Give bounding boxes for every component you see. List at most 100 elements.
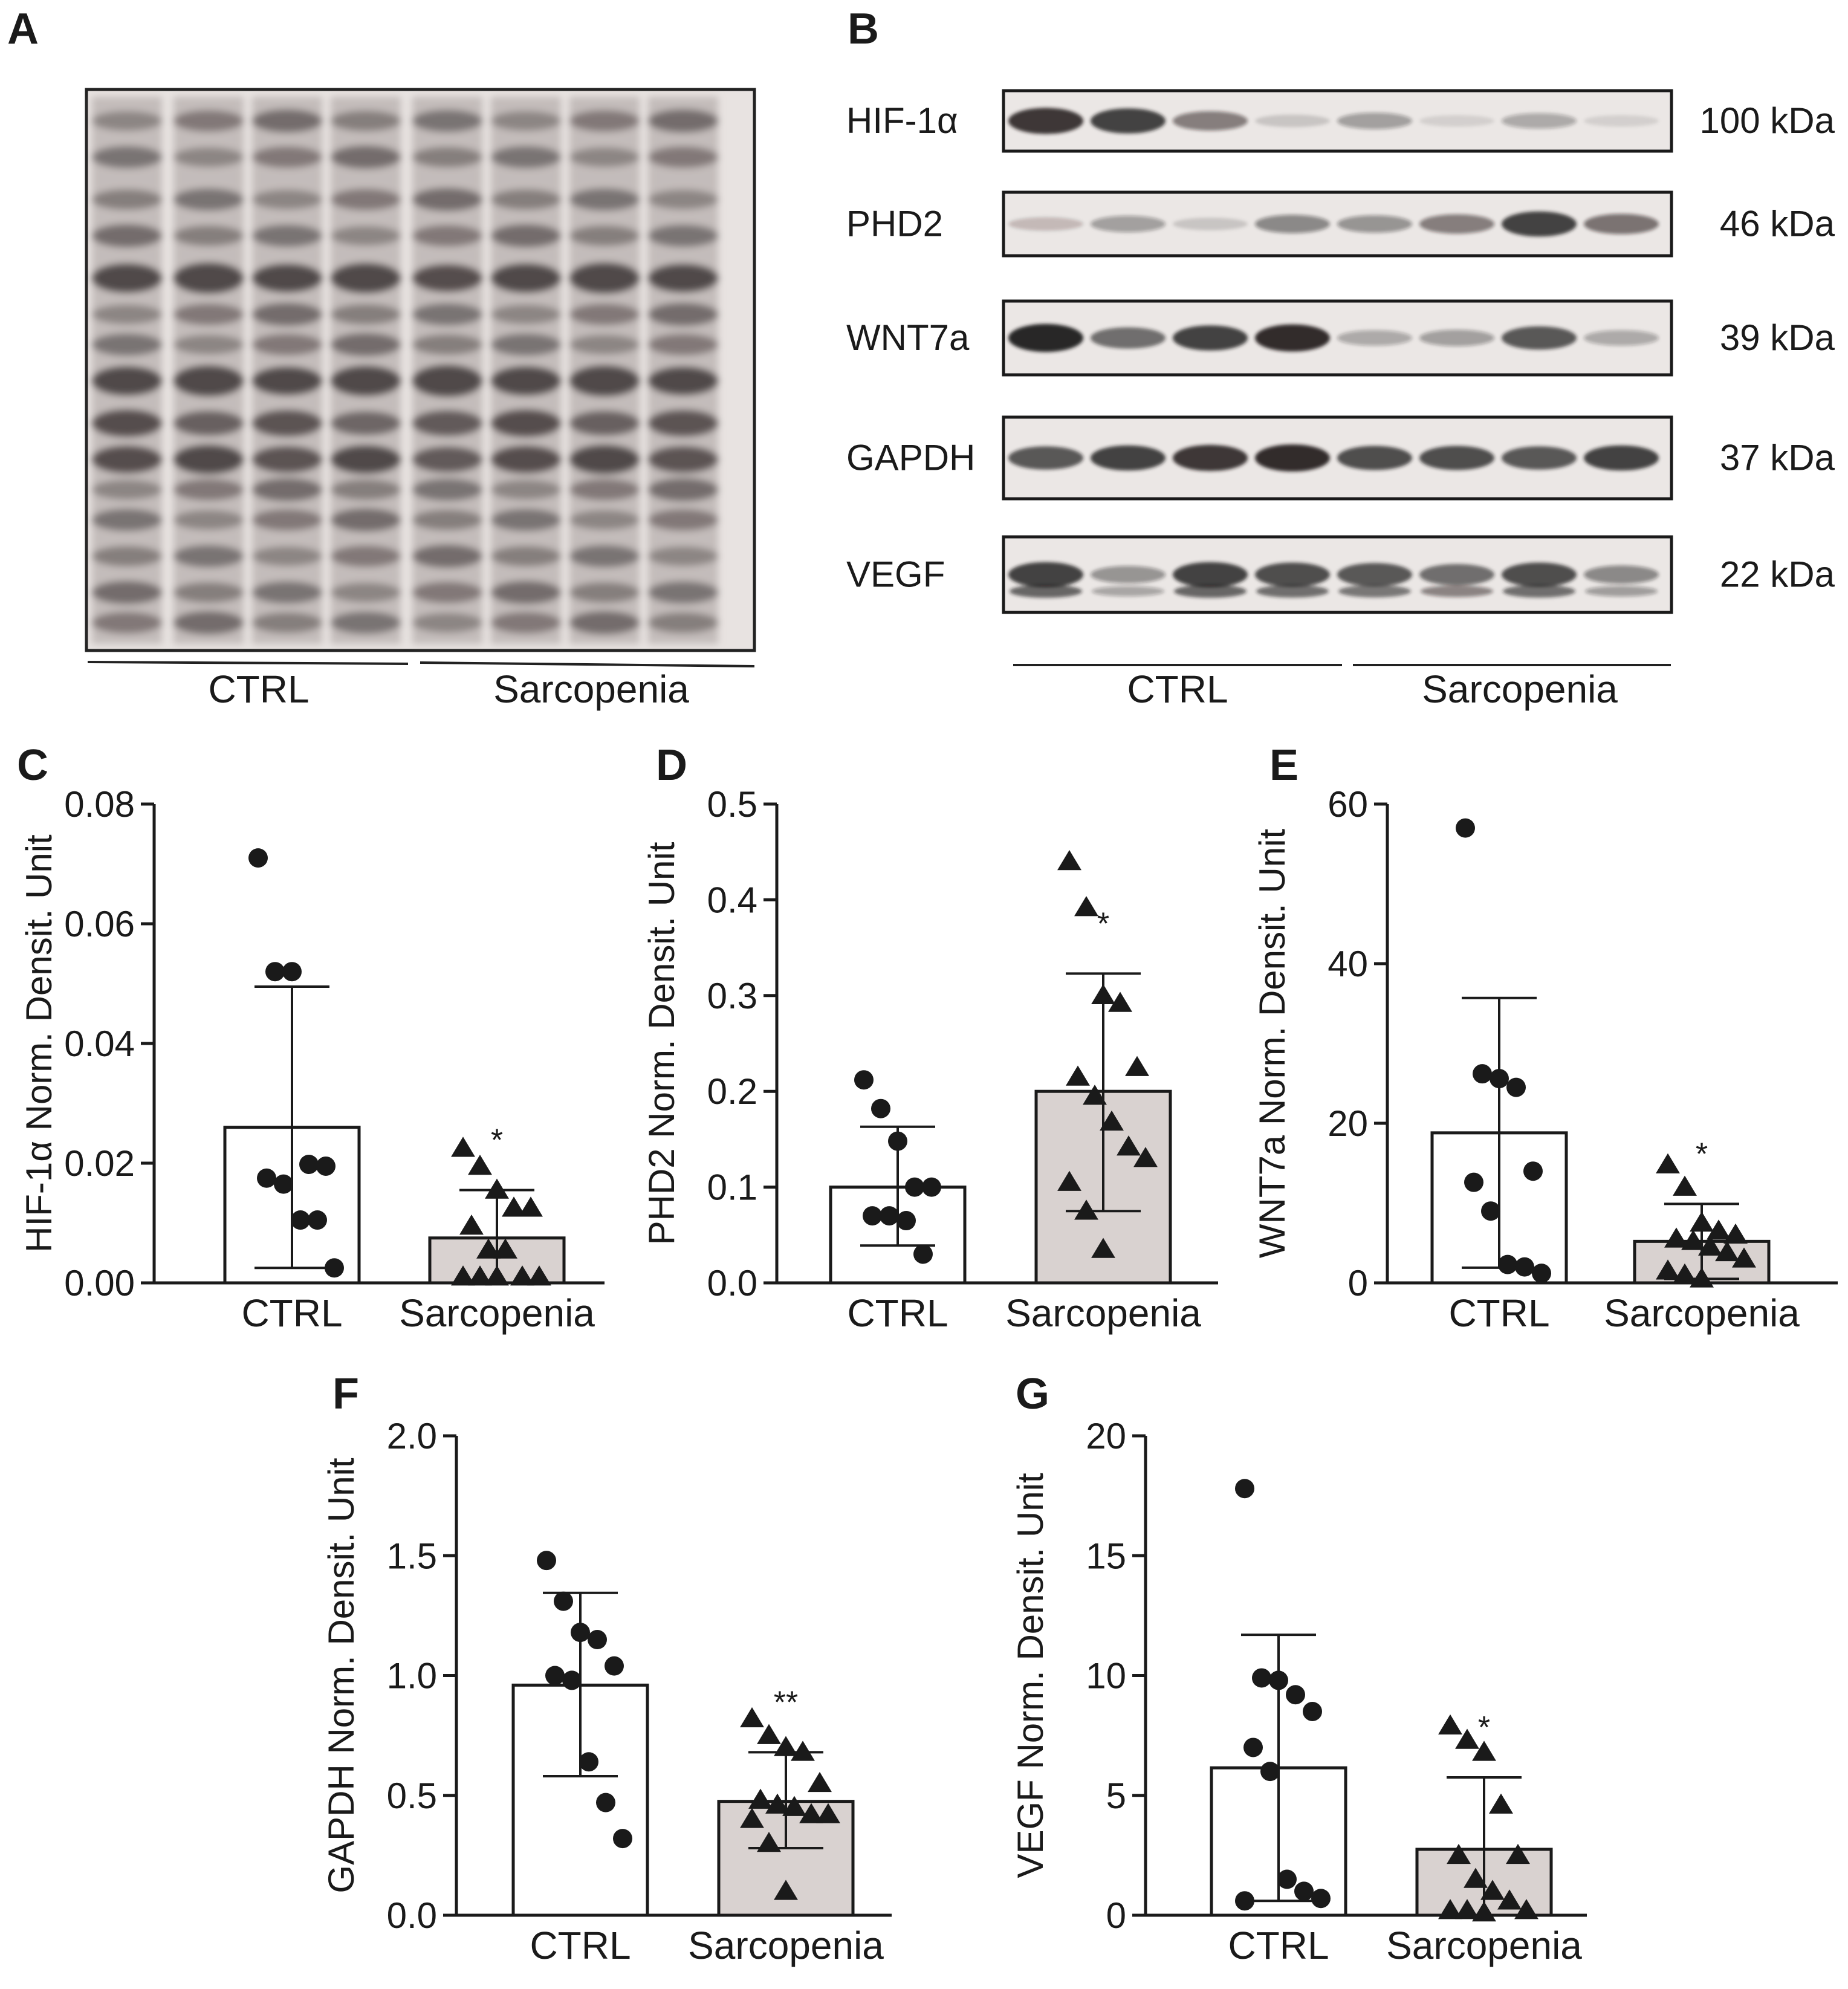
data-point-ctrl (1498, 1254, 1517, 1274)
panel-d: D PHD2 Norm. Densit. Unit 0.0 0.1 0.2 0.3 0.4 0… (641, 741, 1218, 1335)
data-point-sarcopenia (1707, 1219, 1731, 1240)
band (331, 111, 401, 131)
band (412, 264, 482, 292)
y-tick-label: 0.0 (707, 1263, 757, 1303)
data-point-sarcopenia (510, 1265, 534, 1286)
band (491, 264, 561, 293)
band (491, 333, 561, 356)
band (569, 479, 640, 501)
data-point-ctrl (588, 1630, 607, 1650)
band (412, 147, 482, 167)
significance-marker: * (1097, 906, 1109, 941)
significance-marker: ** (774, 1685, 798, 1720)
band (648, 366, 718, 395)
band (92, 446, 162, 473)
band (491, 479, 561, 500)
band (491, 224, 561, 248)
y-tick-label: 0.06 (64, 904, 135, 944)
band (1502, 446, 1577, 470)
band (331, 445, 401, 474)
band (1584, 445, 1659, 471)
data-point-sarcopenia (451, 1137, 475, 1157)
data-point-sarcopenia (1497, 1889, 1522, 1910)
band (331, 189, 401, 210)
band (412, 544, 482, 568)
band (92, 264, 162, 293)
band (1008, 446, 1083, 470)
y-tick-label: 0.0 (387, 1895, 437, 1936)
data-point-sarcopenia (485, 1178, 509, 1199)
band (1419, 115, 1494, 127)
band (1502, 211, 1577, 237)
band (569, 611, 640, 635)
band (1584, 115, 1659, 127)
band (1502, 113, 1577, 129)
data-point-sarcopenia (740, 1808, 764, 1828)
data-point-ctrl (248, 848, 268, 868)
data-point-sarcopenia (1074, 896, 1098, 917)
data-point-sarcopenia (451, 1265, 475, 1286)
band (412, 334, 482, 355)
data-point-sarcopenia (808, 1771, 832, 1793)
band (1419, 329, 1494, 346)
y-tick-label: 2.0 (387, 1416, 437, 1456)
band (1419, 214, 1494, 234)
band (1502, 562, 1577, 587)
y-axis-title: VEGF Norm. Densit. Unit (1010, 1473, 1051, 1878)
data-point-sarcopenia (757, 1724, 781, 1744)
data-point-ctrl (282, 962, 302, 982)
data-point-sarcopenia (1125, 1056, 1149, 1076)
data-point-ctrl (537, 1551, 556, 1571)
band (648, 302, 718, 326)
data-point-ctrl (605, 1656, 624, 1676)
y-axis-title: WNT7a Norm. Densit. Unit (1252, 829, 1292, 1258)
kda-label: 100 kDa (1700, 100, 1835, 141)
x-category-label: CTRL (1228, 1924, 1329, 1967)
band (569, 510, 640, 530)
total-protein-membrane (85, 88, 756, 652)
panel-b-letter: B (848, 5, 879, 53)
band (1173, 325, 1248, 351)
band (1173, 444, 1248, 472)
band (1008, 217, 1083, 231)
significance-marker: * (1696, 1137, 1708, 1172)
band (1091, 445, 1166, 471)
band (1091, 215, 1166, 233)
data-point-ctrl (596, 1793, 615, 1812)
y-tick-label: 60 (1328, 784, 1368, 825)
band (569, 445, 640, 474)
band (252, 109, 322, 133)
y-tick-label: 0.5 (707, 784, 757, 825)
band (331, 333, 401, 357)
data-point-sarcopenia (1133, 1147, 1158, 1167)
data-point-sarcopenia (1681, 1230, 1705, 1250)
x-category-label: CTRL (1448, 1291, 1549, 1335)
band (1337, 563, 1412, 586)
band (252, 446, 322, 473)
band (331, 611, 401, 634)
data-point-sarcopenia (791, 1741, 815, 1761)
y-tick-label: 10 (1086, 1656, 1126, 1696)
data-point-ctrl (922, 1177, 941, 1197)
band (569, 582, 640, 603)
band (331, 145, 401, 169)
data-point-ctrl (854, 1070, 874, 1090)
band (648, 109, 718, 133)
band (648, 546, 718, 566)
band (491, 580, 561, 605)
panel-b: B HIF-1α 100 kDa PHD2 46 kDa WNT7a 39 kDa GAPD… (846, 5, 1835, 711)
band (1008, 323, 1083, 352)
band (173, 410, 244, 436)
band (412, 478, 482, 501)
data-point-ctrl (896, 1211, 916, 1231)
band (252, 546, 322, 566)
band (648, 509, 718, 531)
band (1255, 114, 1330, 128)
band (331, 508, 401, 532)
band (1255, 215, 1330, 233)
data-point-ctrl (579, 1752, 598, 1772)
protein-label: VEGF (846, 554, 945, 595)
data-point-ctrl (257, 1168, 276, 1188)
band (331, 366, 401, 396)
data-point-ctrl (863, 1206, 882, 1226)
